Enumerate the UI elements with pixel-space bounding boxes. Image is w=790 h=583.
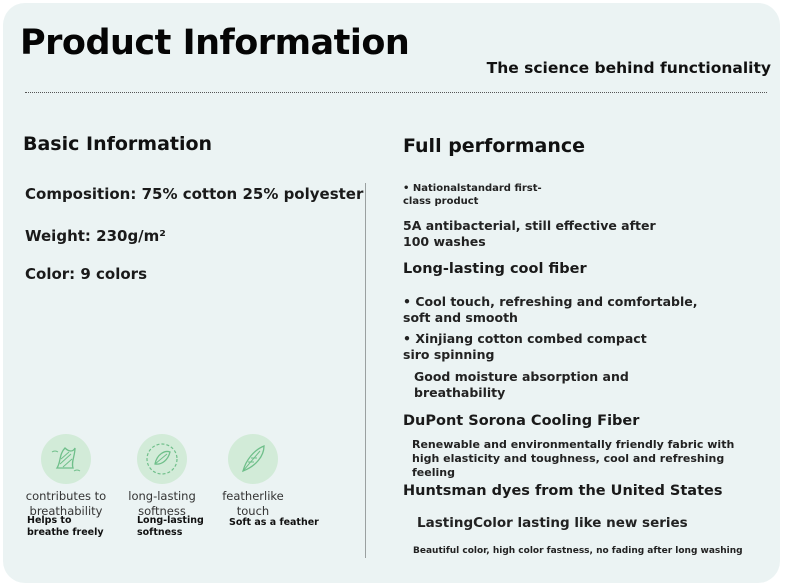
national-standard-text: • Nationalstandard first-class product	[403, 183, 542, 207]
feature-subcaption: Helps to breathe freely	[27, 515, 104, 538]
feature-softness: long-lasting softness	[127, 434, 197, 519]
feature-subcaption: Long-lasting softness	[137, 515, 204, 538]
page-title: Product Information	[20, 23, 410, 63]
dupont-heading: DuPont Sorona Cooling Fiber	[403, 413, 640, 429]
feature-caption: featherlike touch	[222, 489, 284, 518]
xinjiang-cotton-text: • Xinjiang cotton combed compact siro sp…	[403, 331, 647, 362]
info-card	[3, 3, 780, 583]
product-info-page: Product Information The science behind f…	[3, 3, 780, 583]
dupont-description: Renewable and environmentally friendly f…	[412, 438, 735, 479]
huntsman-heading: Huntsman dyes from the United States	[403, 483, 723, 499]
feature-caption: contributes to breathability	[25, 489, 107, 518]
cool-touch-text: • Cool touch, refreshing and comfortable…	[403, 294, 698, 325]
full-performance-heading: Full performance	[403, 135, 586, 157]
color-fastness-text: Beautiful color, high color fastness, no…	[413, 546, 743, 556]
moisture-text: Good moisture absorption and breathabili…	[414, 369, 629, 400]
breathable-fabric-icon	[41, 434, 91, 484]
header-divider	[25, 92, 767, 93]
weight-text: Weight: 230g/m²	[25, 227, 166, 245]
feature-subcaption: Soft as a feather	[229, 517, 319, 528]
lastingcolor-text: LastingColor lasting like new series	[417, 515, 688, 531]
page-subtitle: The science behind functionality	[486, 59, 771, 77]
feature-caption: long-lasting softness	[128, 489, 196, 518]
basic-info-heading: Basic Information	[23, 133, 213, 155]
cool-fiber-heading: Long-lasting cool fiber	[403, 261, 587, 277]
antibacterial-text: 5A antibacterial, still effective after …	[403, 218, 656, 249]
softness-leaf-icon	[137, 434, 187, 484]
color-count-text: Color: 9 colors	[25, 265, 148, 283]
column-divider	[365, 183, 366, 558]
feature-breathability: contributes to breathability	[24, 434, 108, 519]
composition-text: Composition: 75% cotton 25% polyester	[25, 185, 364, 203]
feature-feather: featherlike touch	[218, 434, 288, 519]
feather-icon	[228, 434, 278, 484]
